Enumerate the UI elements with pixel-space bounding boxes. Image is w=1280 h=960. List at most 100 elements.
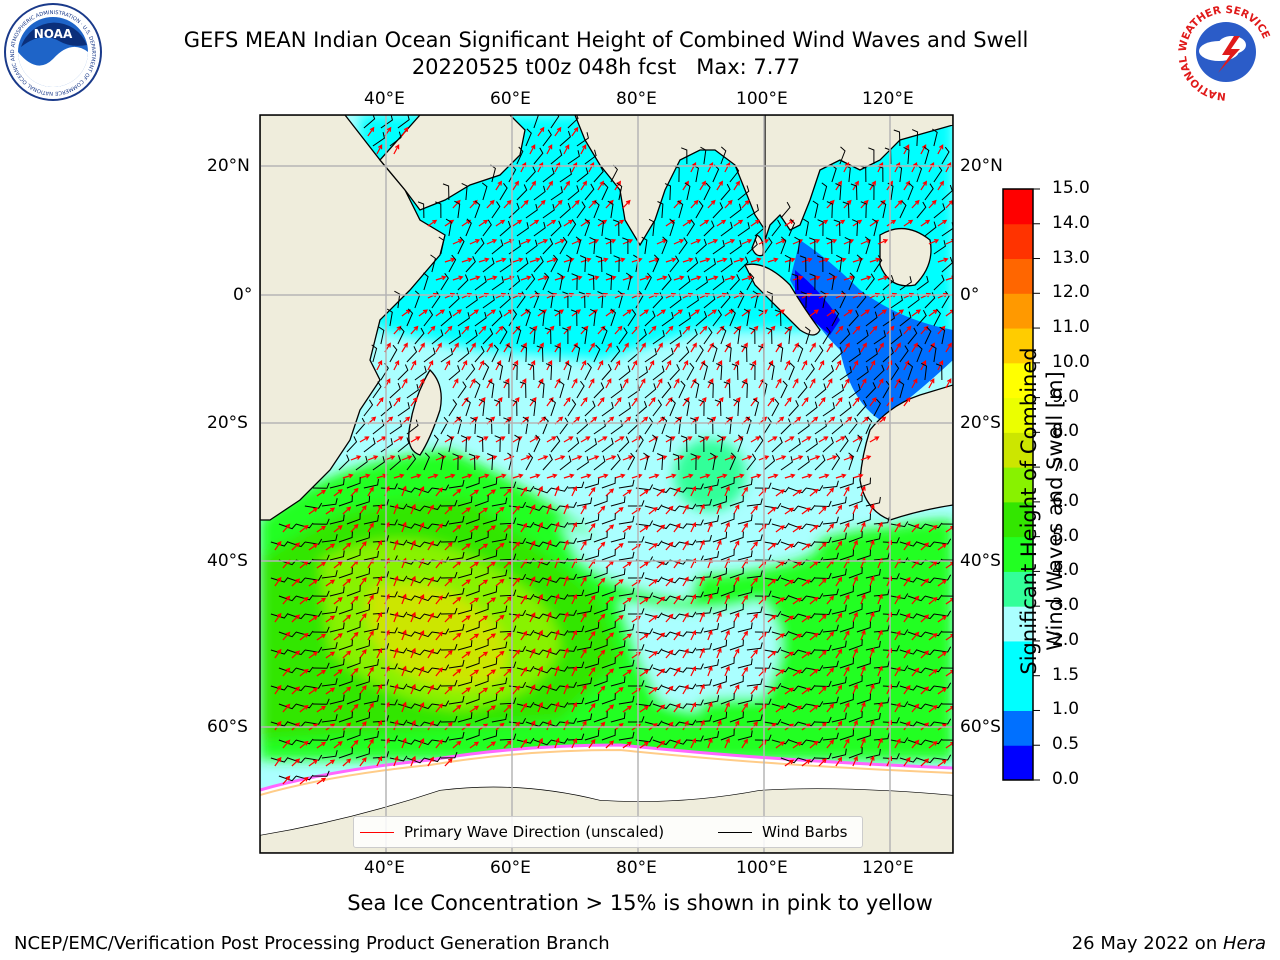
wind-barb (610, 453, 621, 471)
wind-barb (270, 756, 289, 763)
wave-direction-arrow (775, 561, 785, 569)
wave-direction-arrow (809, 524, 819, 533)
wave-direction-arrow (537, 126, 545, 137)
wind-barb (482, 513, 498, 525)
wave-direction-arrow (444, 578, 453, 587)
wind-barb (805, 363, 815, 381)
wind-barb (771, 436, 783, 453)
wave-direction-arrow (478, 397, 486, 407)
wind-barb (627, 716, 645, 723)
wave-direction-arrow (809, 704, 819, 713)
wind-barb (893, 129, 901, 147)
wind-barb (856, 729, 871, 741)
wave-direction-arrow (835, 648, 843, 659)
wave-direction-arrow (529, 504, 536, 515)
wind-barb (516, 665, 535, 672)
wind-barb (644, 576, 663, 583)
wind-barb (482, 293, 495, 309)
wind-barb (355, 675, 371, 687)
wind-barb (389, 131, 402, 147)
wave-direction-arrow (418, 378, 425, 389)
wave-direction-arrow (401, 665, 407, 677)
wave-direction-arrow (852, 611, 858, 623)
wave-direction-arrow (699, 257, 711, 263)
wind-barb-legend-line (718, 831, 752, 833)
wave-direction-arrow (597, 397, 605, 407)
wind-barb (423, 272, 429, 291)
wind-barb (924, 738, 943, 745)
wave-direction-arrow (835, 684, 843, 695)
wind-barb (911, 129, 919, 147)
wind-barb (788, 703, 807, 710)
wind-barb (593, 639, 608, 651)
wave-direction-arrow (784, 651, 795, 659)
wave-direction-arrow (325, 543, 336, 551)
wave-direction-arrow (860, 521, 866, 533)
wind-barb (678, 611, 697, 618)
wind-barb (720, 257, 733, 273)
wave-direction-arrow (529, 219, 540, 227)
wave-direction-arrow (724, 199, 733, 209)
wind-barb (527, 363, 535, 381)
wave-direction-arrow (801, 615, 811, 623)
wind-barb (545, 363, 553, 381)
wind-barb (720, 729, 735, 741)
wave-direction-arrow (333, 633, 343, 641)
wind-barb (423, 684, 442, 691)
wind-barb (720, 585, 735, 597)
wave-direction-arrow (478, 543, 489, 551)
wave-direction-arrow (291, 758, 301, 767)
wave-direction-arrow (410, 539, 416, 551)
wave-direction-arrow (860, 199, 869, 209)
wind-barb (814, 536, 832, 544)
wind-barb (304, 538, 323, 545)
wind-barb (635, 592, 654, 599)
wave-direction-arrow (911, 378, 918, 389)
wind-barb (363, 587, 379, 597)
wave-direction-arrow (444, 325, 453, 335)
wind-barb (797, 504, 816, 511)
wind-barb (584, 438, 597, 453)
wind-barb (457, 604, 473, 615)
wave-direction-arrow (520, 239, 532, 245)
wind-barb (831, 496, 847, 507)
wind-barb (499, 481, 517, 489)
wave-direction-arrow (580, 612, 587, 623)
colorbar-band (1003, 432, 1033, 468)
wind-barb (627, 536, 645, 543)
wind-barb (652, 703, 671, 710)
wind-barb (933, 274, 945, 291)
wind-barb (584, 362, 592, 381)
wind-barb (780, 505, 799, 512)
wind-barb (916, 344, 923, 363)
wind-barb (576, 641, 593, 651)
wind-barb (465, 218, 472, 237)
wind-barb (890, 629, 909, 636)
wind-barb (329, 550, 345, 561)
wind-barb (686, 483, 704, 490)
wave-direction-arrow (784, 759, 795, 767)
wind-barb (669, 739, 688, 745)
wind-barb (312, 590, 330, 597)
wind-barb (771, 594, 790, 601)
wave-direction-arrow (673, 486, 681, 497)
wind-barb (312, 734, 330, 741)
wave-direction-arrow (818, 577, 827, 587)
wave-direction-arrow (784, 507, 795, 515)
wind-barb (414, 327, 425, 345)
wave-direction-arrow (614, 359, 621, 371)
wind-barb (873, 588, 890, 597)
wind-barb (648, 218, 655, 237)
wave-direction-arrow (741, 199, 750, 209)
wave-direction-arrow (767, 686, 777, 695)
wind-barb (899, 685, 918, 691)
wave-direction-arrow (478, 651, 489, 659)
wave-direction-arrow (911, 342, 918, 353)
wave-direction-arrow (707, 485, 713, 497)
wave-direction-arrow (580, 684, 587, 695)
wave-direction-arrow (716, 359, 723, 371)
wind-barb (346, 477, 361, 489)
wave-direction-arrow (911, 703, 920, 713)
wind-barb (933, 538, 952, 545)
wave-direction-arrow (903, 684, 911, 695)
